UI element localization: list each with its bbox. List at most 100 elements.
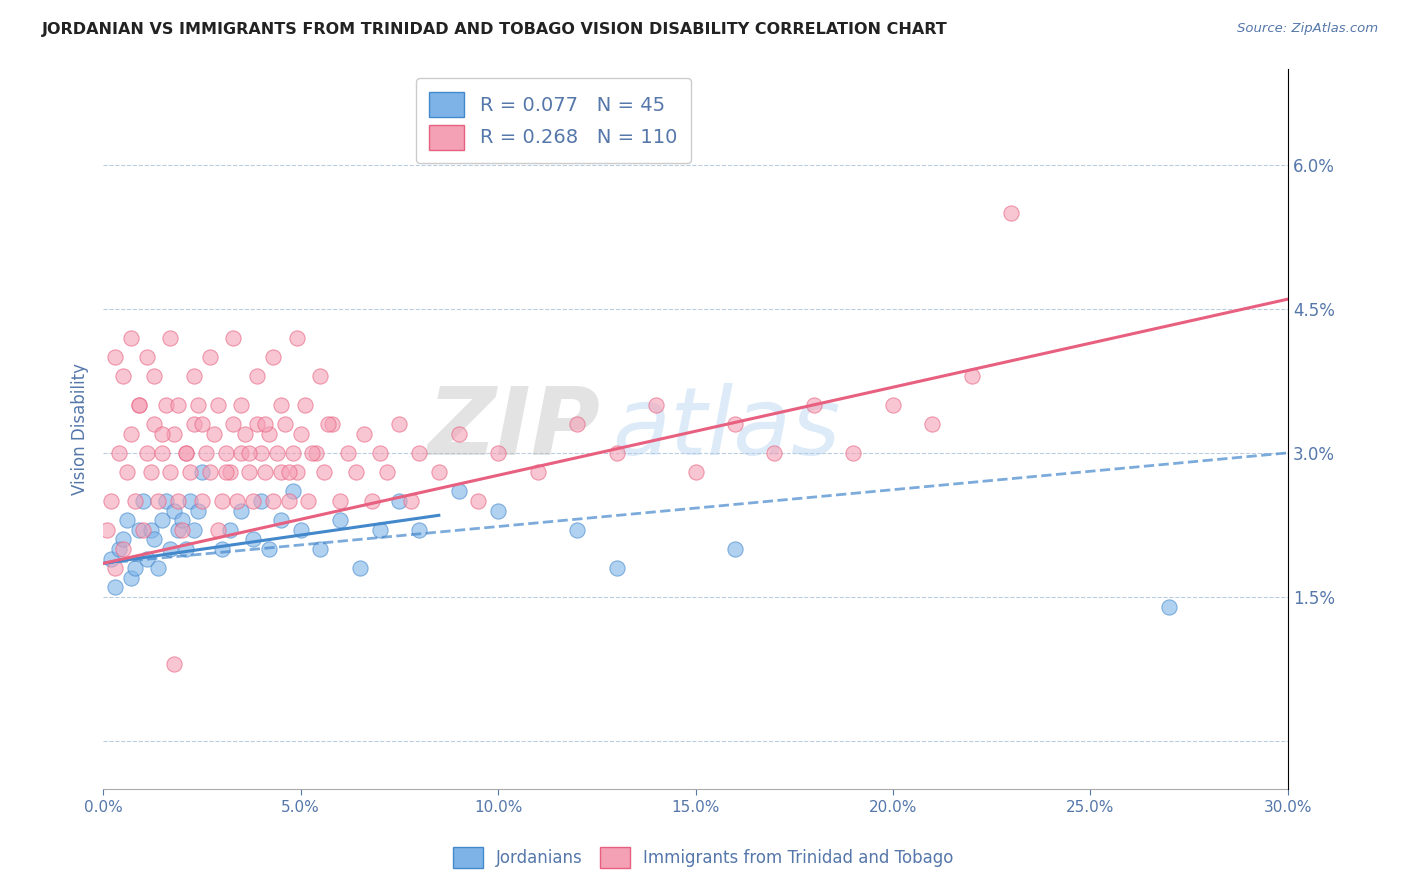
Point	[174, 446, 197, 460]
Point	[281, 484, 304, 499]
Legend: R = 0.077   N = 45, R = 0.268   N = 110: R = 0.077 N = 45, R = 0.268 N = 110	[416, 78, 690, 163]
Point	[645, 398, 668, 412]
Point	[254, 465, 277, 479]
Point	[290, 523, 312, 537]
Point	[724, 417, 747, 431]
Point	[96, 523, 118, 537]
Point	[100, 494, 122, 508]
Point	[214, 446, 236, 460]
Point	[724, 541, 747, 556]
Point	[246, 417, 269, 431]
Point	[427, 465, 450, 479]
Point	[159, 330, 181, 344]
Point	[266, 446, 288, 460]
Point	[277, 465, 299, 479]
Point	[685, 465, 707, 479]
Point	[290, 426, 312, 441]
Point	[128, 523, 150, 537]
Point	[104, 580, 127, 594]
Point	[605, 446, 627, 460]
Point	[285, 330, 308, 344]
Point	[329, 494, 352, 508]
Point	[115, 465, 138, 479]
Point	[207, 398, 229, 412]
Point	[187, 503, 209, 517]
Point	[467, 494, 489, 508]
Point	[128, 398, 150, 412]
Point	[565, 523, 588, 537]
Point	[233, 426, 256, 441]
Point	[167, 523, 190, 537]
Point	[211, 541, 233, 556]
Text: Source: ZipAtlas.com: Source: ZipAtlas.com	[1237, 22, 1378, 36]
Point	[218, 523, 240, 537]
Point	[285, 465, 308, 479]
Point	[408, 523, 430, 537]
Point	[605, 561, 627, 575]
Point	[360, 494, 382, 508]
Point	[111, 541, 134, 556]
Point	[368, 523, 391, 537]
Point	[172, 523, 194, 537]
Point	[257, 541, 280, 556]
Point	[270, 398, 292, 412]
Point	[143, 533, 166, 547]
Point	[305, 446, 328, 460]
Text: atlas: atlas	[613, 384, 841, 475]
Point	[399, 494, 422, 508]
Point	[187, 398, 209, 412]
Point	[167, 398, 190, 412]
Point	[100, 551, 122, 566]
Point	[254, 417, 277, 431]
Point	[183, 369, 205, 384]
Point	[842, 446, 865, 460]
Point	[128, 398, 150, 412]
Point	[163, 426, 186, 441]
Point	[198, 465, 221, 479]
Point	[174, 541, 197, 556]
Point	[1000, 205, 1022, 219]
Point	[353, 426, 375, 441]
Point	[135, 446, 157, 460]
Text: ZIP: ZIP	[427, 383, 600, 475]
Point	[211, 494, 233, 508]
Point	[198, 350, 221, 364]
Point	[135, 350, 157, 364]
Point	[104, 561, 127, 575]
Point	[111, 369, 134, 384]
Point	[183, 417, 205, 431]
Point	[250, 494, 273, 508]
Point	[277, 494, 299, 508]
Point	[202, 426, 225, 441]
Point	[486, 503, 509, 517]
Point	[139, 523, 162, 537]
Point	[921, 417, 943, 431]
Text: JORDANIAN VS IMMIGRANTS FROM TRINIDAD AND TOBAGO VISION DISABILITY CORRELATION C: JORDANIAN VS IMMIGRANTS FROM TRINIDAD AN…	[42, 22, 948, 37]
Point	[194, 446, 217, 460]
Point	[207, 523, 229, 537]
Point	[242, 494, 264, 508]
Point	[321, 417, 343, 431]
Point	[120, 571, 142, 585]
Point	[316, 417, 339, 431]
Point	[150, 513, 173, 527]
Point	[155, 398, 177, 412]
Point	[222, 417, 245, 431]
Point	[377, 465, 399, 479]
Point	[329, 513, 352, 527]
Point	[368, 446, 391, 460]
Point	[159, 541, 181, 556]
Point	[135, 551, 157, 566]
Point	[565, 417, 588, 431]
Point	[408, 446, 430, 460]
Point	[238, 446, 260, 460]
Point	[143, 417, 166, 431]
Point	[294, 398, 316, 412]
Point	[336, 446, 359, 460]
Legend: Jordanians, Immigrants from Trinidad and Tobago: Jordanians, Immigrants from Trinidad and…	[446, 840, 960, 875]
Point	[191, 494, 214, 508]
Point	[163, 503, 186, 517]
Point	[150, 426, 173, 441]
Point	[447, 484, 470, 499]
Point	[191, 465, 214, 479]
